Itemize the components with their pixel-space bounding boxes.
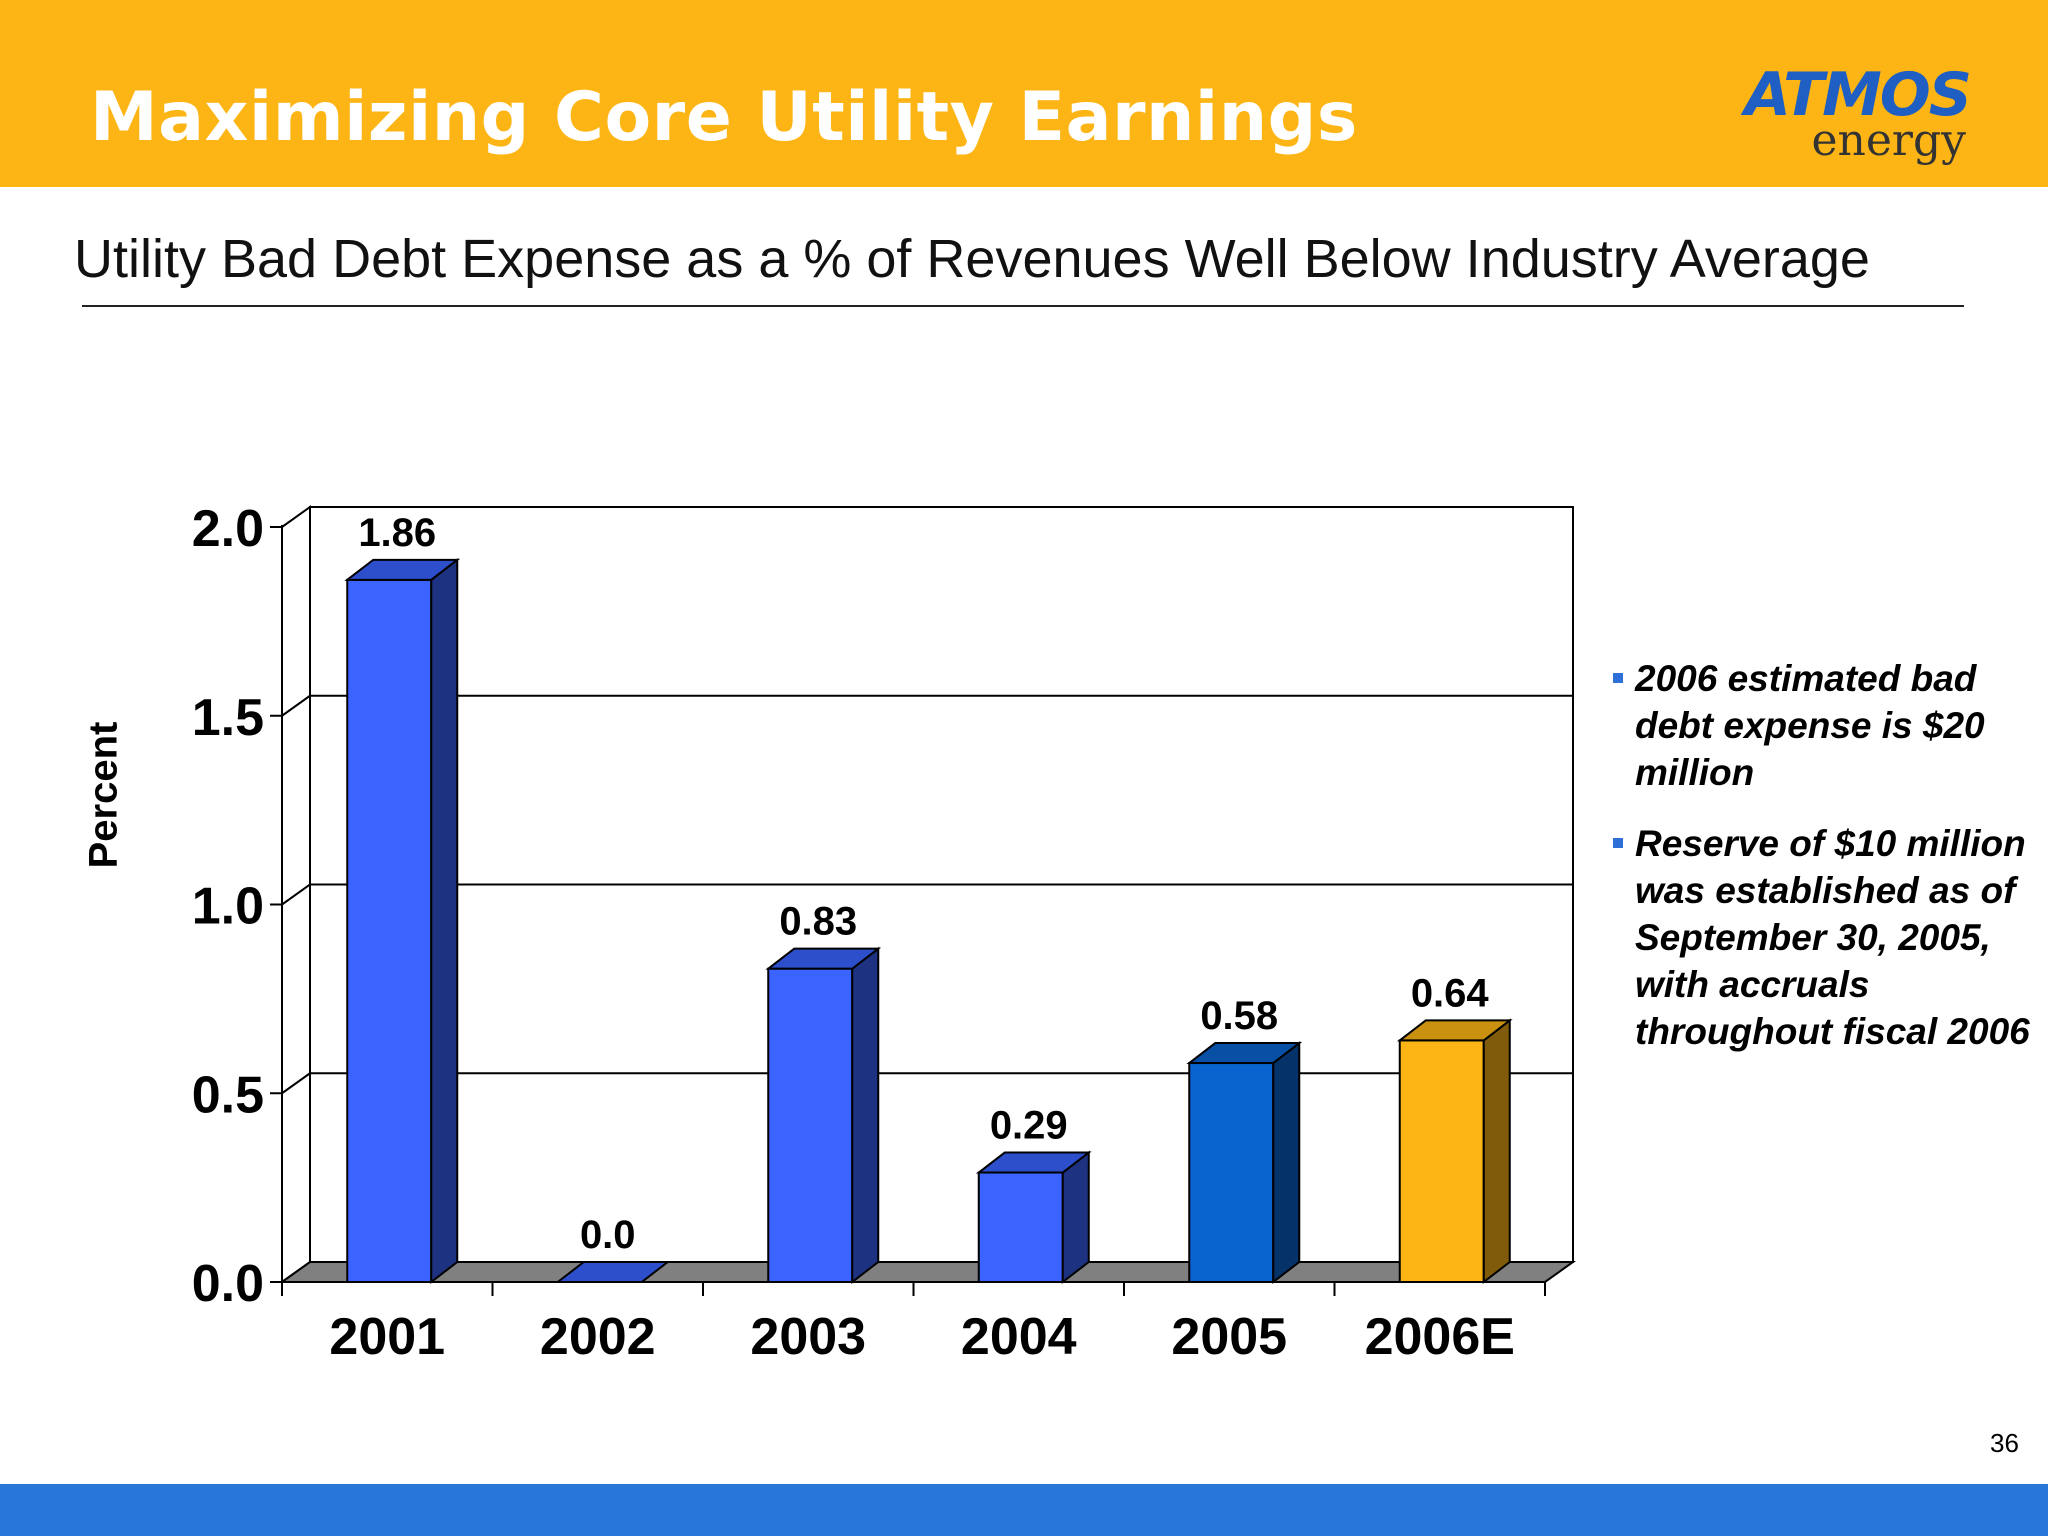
bullet-square-icon bbox=[1613, 838, 1623, 848]
bar bbox=[977, 1171, 1064, 1284]
x-tick-label: 2003 bbox=[750, 1308, 866, 1366]
note-item: Reserve of $10 million was established a… bbox=[1607, 820, 2037, 1055]
bar-side bbox=[1482, 1018, 1511, 1285]
data-label: 1.86 bbox=[358, 511, 436, 555]
bar bbox=[767, 967, 854, 1283]
data-label: 0.83 bbox=[779, 900, 857, 944]
note-item: 2006 estimated bad debt expense is $20 m… bbox=[1607, 655, 2037, 796]
subtitle-divider bbox=[82, 305, 1964, 307]
x-tick-label: 2006E bbox=[1365, 1308, 1515, 1366]
logo-brand: ATMOS bbox=[1744, 60, 1972, 130]
note-text: Reserve of $10 million was established a… bbox=[1635, 823, 2030, 1052]
bar bbox=[1398, 1039, 1485, 1284]
y-tick-label: 2.0 bbox=[192, 500, 264, 558]
data-label: 0.64 bbox=[1411, 971, 1490, 1015]
data-label: 0.29 bbox=[990, 1104, 1068, 1148]
bar-side bbox=[851, 946, 880, 1285]
bar-top bbox=[344, 558, 461, 581]
note-text: 2006 estimated bad debt expense is $20 m… bbox=[1635, 658, 1985, 793]
y-tick-label: 0.0 bbox=[192, 1255, 264, 1313]
y-tick-label: 1.5 bbox=[192, 689, 264, 747]
bar-top bbox=[1396, 1019, 1513, 1042]
x-tick-label: 2002 bbox=[540, 1308, 656, 1366]
bad-debt-bar-chart: 0.0 0.5 1.0 1.5 2.0 1.86 2001 0.0 2002 0.83 2003 0.… bbox=[192, 500, 1577, 1366]
footer-bar bbox=[0, 1484, 2048, 1536]
page-number: 36 bbox=[1990, 1428, 2019, 1458]
gridline-side bbox=[281, 883, 311, 906]
y-tick-label: 1.0 bbox=[192, 878, 264, 936]
data-label: 0.0 bbox=[580, 1213, 636, 1257]
bullet-square-icon bbox=[1613, 673, 1623, 683]
atmos-energy-logo: ATMOS energy bbox=[1735, 60, 1972, 172]
bar-top bbox=[765, 947, 882, 970]
y-tick-label: 0.5 bbox=[192, 1066, 264, 1124]
data-label: 0.58 bbox=[1200, 994, 1278, 1038]
header-banner: Maximizing Core Utility Earnings ATMOS e… bbox=[0, 0, 2048, 187]
bar-top bbox=[554, 1261, 671, 1283]
gridline-side bbox=[281, 1072, 311, 1095]
x-tick-label: 2004 bbox=[961, 1308, 1077, 1366]
slide-subtitle: Utility Bad Debt Expense as a % of Reven… bbox=[74, 229, 1870, 289]
bar-top bbox=[975, 1151, 1092, 1174]
bar-side bbox=[1061, 1150, 1090, 1285]
bar-side bbox=[1272, 1041, 1301, 1285]
logo-tagline: energy bbox=[1811, 115, 1966, 166]
x-tick-label: 2001 bbox=[329, 1308, 445, 1366]
bar bbox=[1188, 1062, 1275, 1284]
slide-title: Maximizing Core Utility Earnings bbox=[90, 78, 1358, 157]
x-tick-label: 2005 bbox=[1171, 1308, 1287, 1366]
chart-floor bbox=[278, 1261, 1577, 1283]
notes-list: 2006 estimated bad debt expense is $20 m… bbox=[1607, 655, 2037, 1079]
bar-side bbox=[430, 557, 459, 1285]
bar bbox=[346, 578, 433, 1283]
bar-top bbox=[1186, 1042, 1303, 1065]
gridline-side bbox=[281, 694, 311, 717]
